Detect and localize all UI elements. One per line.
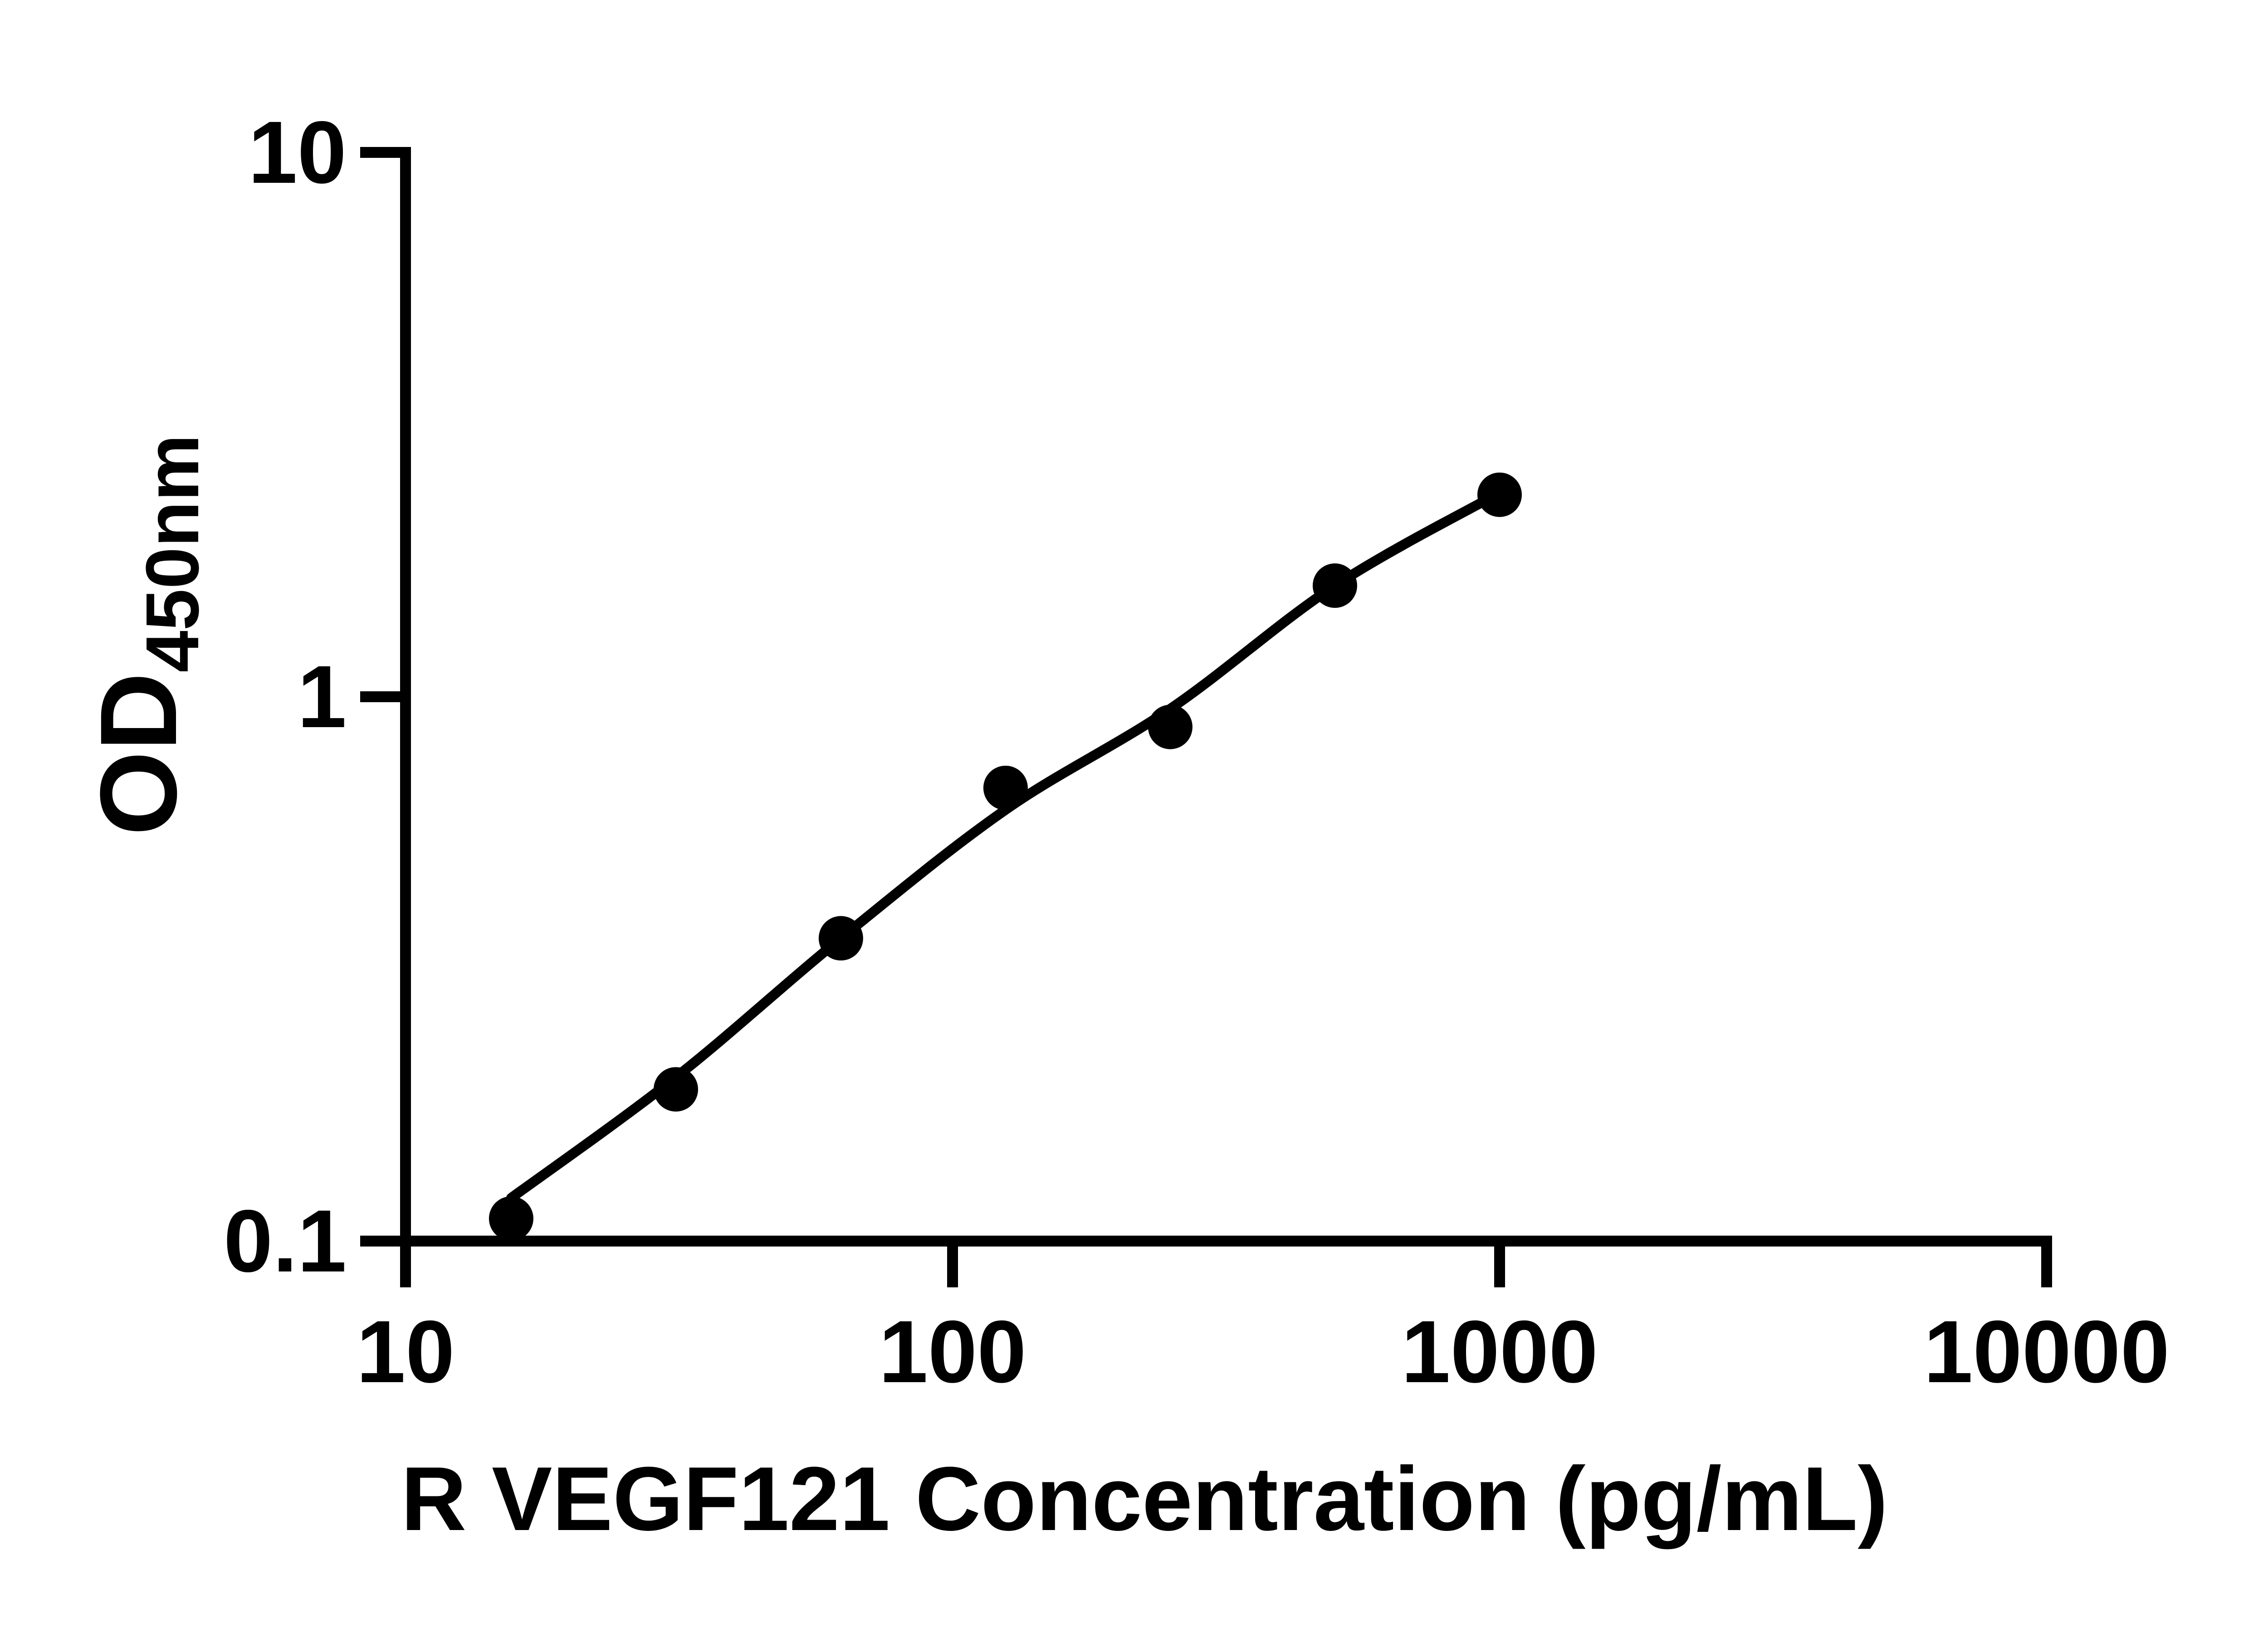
data-point	[489, 1196, 533, 1241]
x-tick-label: 100	[879, 1302, 1026, 1401]
data-point	[653, 1067, 698, 1112]
y-tick-label: 0.1	[223, 1192, 347, 1291]
y-axis-title-subscript: 450nm	[131, 434, 215, 673]
data-point	[1477, 472, 1522, 517]
y-tick-label: 10	[248, 103, 347, 202]
x-tick-label: 10	[356, 1302, 455, 1401]
x-tick-label: 10000	[1923, 1302, 2170, 1401]
data-point	[1148, 704, 1193, 749]
y-axis-title-main: OD	[78, 672, 199, 836]
y-axis-title: OD450nm	[48, 363, 229, 907]
data-point	[1312, 563, 1357, 608]
x-tick-label: 1000	[1401, 1302, 1598, 1401]
y-tick-label: 1	[297, 647, 347, 746]
data-point	[818, 916, 863, 961]
x-axis-title: R VEGF121 Concentration (pg/mL)	[401, 1448, 1888, 1550]
data-point	[983, 765, 1028, 810]
